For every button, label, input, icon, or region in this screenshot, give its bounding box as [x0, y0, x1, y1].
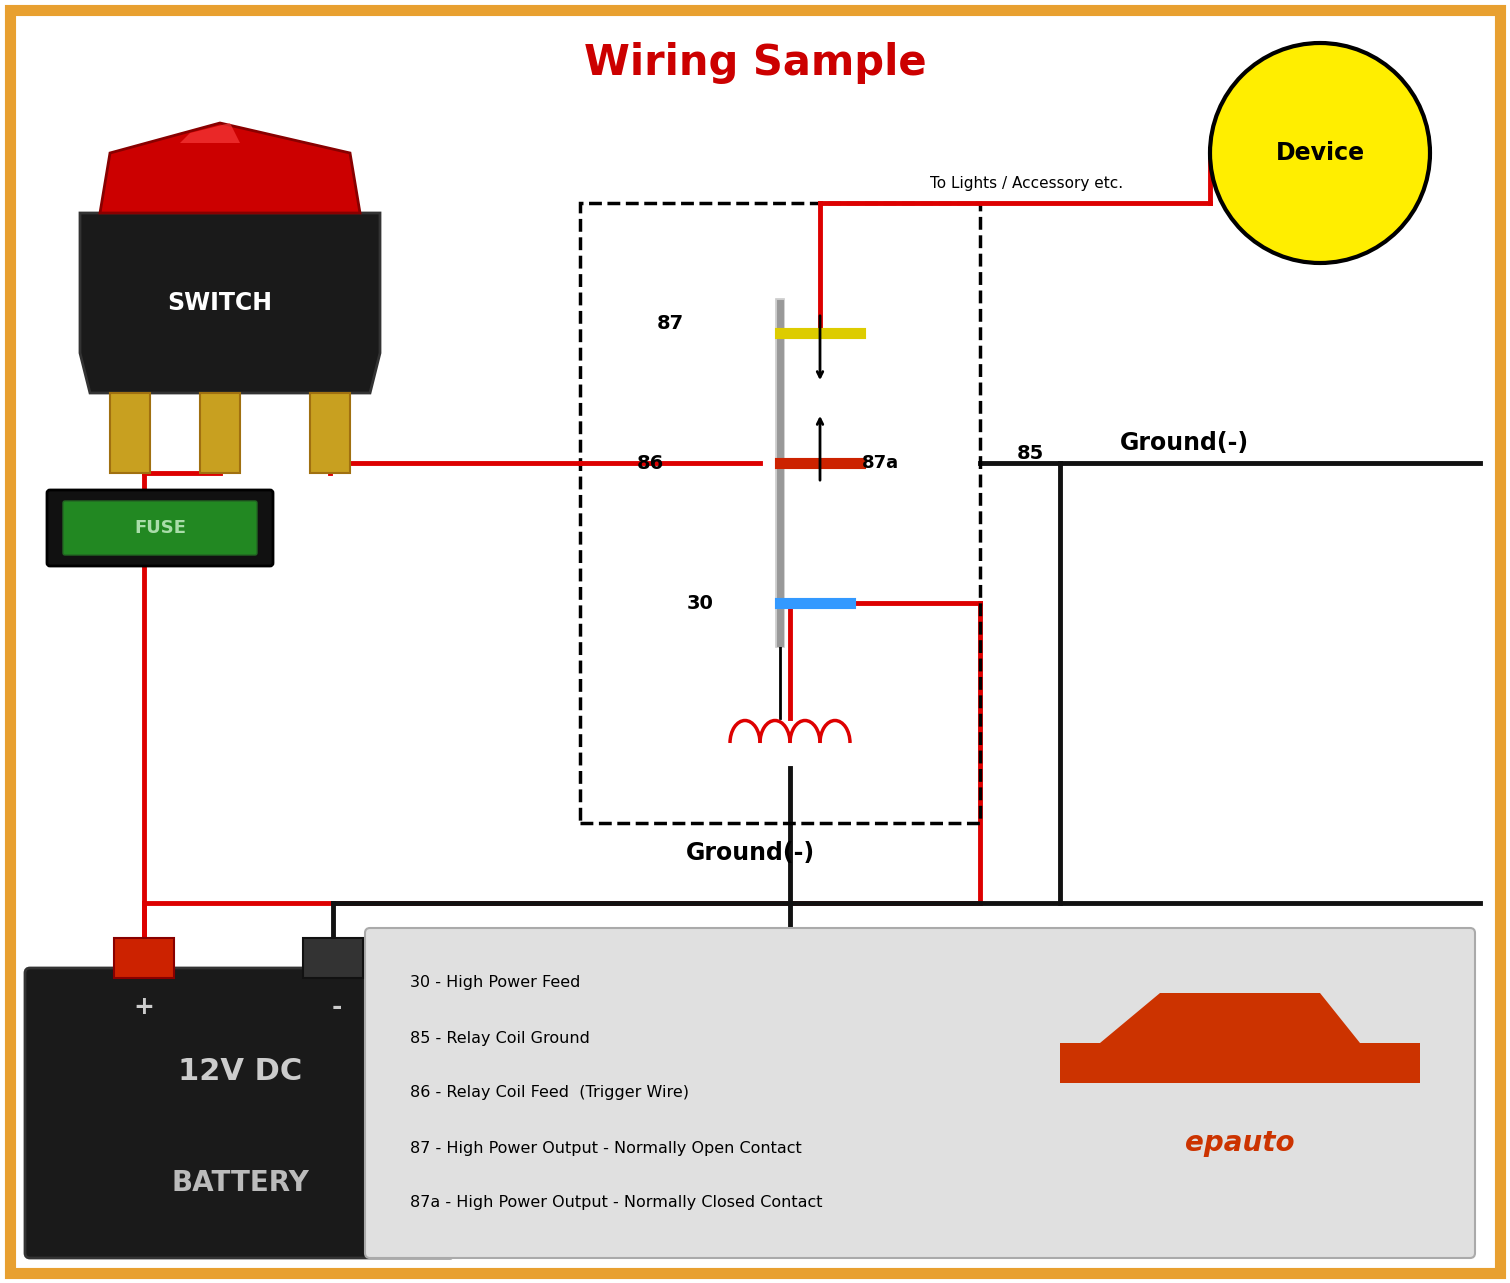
- Text: +: +: [133, 994, 154, 1019]
- Text: Ground(-): Ground(-): [1120, 431, 1249, 455]
- Bar: [304, 938, 362, 978]
- Text: Wiring Sample: Wiring Sample: [584, 42, 926, 83]
- Text: 85 - Relay Coil Ground: 85 - Relay Coil Ground: [411, 1030, 590, 1046]
- Text: 86 - Relay Coil Feed  (Trigger Wire): 86 - Relay Coil Feed (Trigger Wire): [411, 1085, 689, 1101]
- Text: 85: 85: [1016, 444, 1043, 462]
- Text: epauto: epauto: [1185, 1129, 1294, 1157]
- FancyBboxPatch shape: [365, 928, 1475, 1259]
- Bar: [110, 393, 149, 473]
- Text: 87: 87: [657, 313, 684, 332]
- Polygon shape: [180, 123, 240, 142]
- Polygon shape: [1060, 993, 1419, 1083]
- Text: 87 - High Power Output - Normally Open Contact: 87 - High Power Output - Normally Open C…: [411, 1141, 802, 1156]
- Polygon shape: [100, 123, 359, 213]
- Bar: [199, 393, 240, 473]
- FancyBboxPatch shape: [26, 967, 455, 1259]
- Circle shape: [1210, 44, 1430, 263]
- Text: -: -: [331, 994, 341, 1019]
- Bar: [310, 393, 350, 473]
- Text: FUSE: FUSE: [134, 520, 186, 538]
- Text: 86: 86: [636, 453, 663, 472]
- Text: BATTERY: BATTERY: [171, 1169, 310, 1197]
- Text: 30 - High Power Feed: 30 - High Power Feed: [411, 975, 580, 990]
- FancyBboxPatch shape: [47, 490, 273, 566]
- Text: Ground(-): Ground(-): [686, 840, 814, 865]
- Text: Device: Device: [1276, 141, 1365, 166]
- FancyBboxPatch shape: [63, 500, 257, 556]
- Polygon shape: [80, 213, 381, 393]
- Text: 87a: 87a: [861, 454, 898, 472]
- Text: SWITCH: SWITCH: [168, 291, 272, 316]
- Bar: [113, 938, 174, 978]
- Text: To Lights / Accessory etc.: To Lights / Accessory etc.: [930, 176, 1123, 190]
- Text: 12V DC: 12V DC: [178, 1056, 302, 1085]
- Text: 30: 30: [687, 594, 713, 612]
- Bar: [580, 203, 980, 822]
- Text: 87a - High Power Output - Normally Closed Contact: 87a - High Power Output - Normally Close…: [411, 1196, 823, 1210]
